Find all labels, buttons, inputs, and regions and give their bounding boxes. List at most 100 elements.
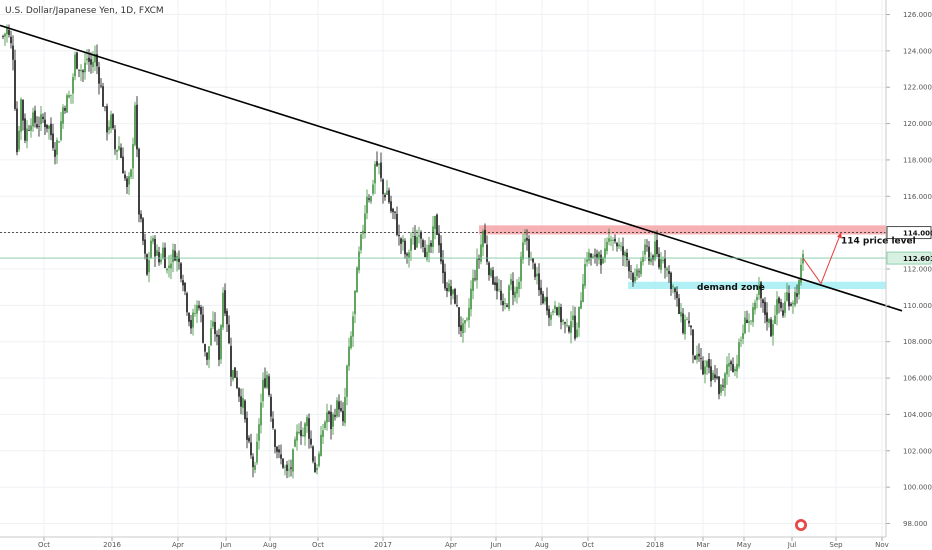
downtrend-line: [0, 24, 903, 312]
candle-body: [768, 319, 770, 324]
candle-body: [416, 236, 418, 248]
candle-body: [568, 326, 570, 332]
candle-body: [116, 149, 118, 152]
projection-arrow: [802, 232, 842, 285]
candle-body: [614, 238, 616, 242]
candle-body: [104, 106, 106, 108]
candle-body: [254, 465, 256, 470]
candle-body: [490, 268, 492, 277]
y-tick-label: 116.000: [903, 193, 932, 201]
candle-body: [90, 59, 92, 65]
candle-body: [308, 418, 310, 439]
candle-body: [332, 414, 334, 427]
candle-body: [260, 402, 262, 426]
candle-body: [130, 169, 132, 177]
candle-body: [192, 312, 194, 328]
candles: [2, 24, 804, 479]
candle-body: [184, 282, 186, 292]
y-tick-label: 124.000: [903, 47, 932, 55]
candle-body: [392, 208, 394, 213]
candle-body: [626, 252, 628, 261]
candle-body: [764, 301, 766, 315]
candle-body: [776, 299, 778, 315]
candle-body: [684, 319, 686, 335]
x-tick-label: May: [737, 541, 751, 549]
candle-body: [738, 342, 740, 367]
candle-body: [714, 374, 716, 379]
candle-body: [282, 458, 284, 468]
candle-body: [718, 376, 720, 395]
candle-body: [68, 95, 70, 98]
candle-body: [374, 163, 376, 184]
candle-body: [142, 218, 144, 241]
candle-body: [210, 328, 212, 346]
x-tick-label: Oct: [38, 541, 50, 549]
x-tick-label: 2017: [374, 541, 392, 549]
candle-body: [222, 292, 224, 328]
candle-body: [670, 272, 672, 289]
candle-body: [188, 313, 190, 322]
candle-body: [546, 296, 548, 311]
candle-body: [328, 411, 330, 415]
candle-body: [30, 125, 32, 131]
candle-body: [8, 29, 10, 35]
chart-title: U.S. Dollar/Japanese Yen, 1D, FXCM: [5, 6, 164, 16]
candle-body: [620, 245, 622, 247]
candle-body: [112, 114, 114, 129]
candle-body: [504, 303, 506, 304]
candle-body: [456, 305, 458, 306]
candle-body: [272, 418, 274, 428]
candle-body: [720, 384, 722, 393]
candle-body: [388, 190, 390, 203]
candle-body: [418, 235, 420, 237]
candle-body: [284, 466, 286, 468]
candle-body: [262, 379, 264, 402]
x-tick-label: Jul: [787, 541, 797, 549]
candle-body: [680, 311, 682, 317]
candle-body: [298, 431, 300, 434]
candle-body: [34, 110, 36, 123]
candle-body: [668, 270, 670, 274]
candle-body: [484, 229, 486, 243]
candle-body: [80, 70, 82, 72]
candle-body: [464, 320, 466, 324]
candle-body: [694, 355, 696, 360]
candle-body: [92, 61, 94, 67]
x-tick-label: Apr: [445, 541, 457, 549]
candle-body: [168, 265, 170, 268]
candle-body: [796, 293, 798, 297]
candle-body: [98, 66, 100, 84]
candle-body: [14, 60, 16, 109]
candle-body: [10, 36, 12, 44]
candle-body: [396, 214, 398, 235]
candle-body: [4, 33, 6, 37]
candle-body: [688, 320, 690, 324]
candle-body: [440, 243, 442, 262]
candle-body: [608, 238, 610, 242]
candle-body: [402, 239, 404, 243]
candle-body: [502, 301, 504, 306]
y-tick-label: 110.000: [903, 302, 932, 310]
candle-body: [742, 333, 744, 339]
candle-body: [74, 54, 76, 77]
candle-body: [350, 336, 352, 348]
candle-body: [736, 363, 738, 372]
candle-body: [324, 421, 326, 429]
candle-body: [712, 372, 714, 380]
candle-body: [372, 184, 374, 194]
candle-body: [686, 319, 688, 321]
candle-body: [606, 241, 608, 252]
candle-body: [66, 95, 68, 113]
candle-body: [798, 280, 800, 295]
candle-body: [220, 325, 222, 360]
candle-body: [386, 190, 388, 195]
candle-body: [244, 400, 246, 420]
candle-body: [676, 291, 678, 298]
candle-body: [114, 129, 116, 150]
candle-body: [218, 334, 220, 360]
candle-body: [404, 240, 406, 255]
candle-body: [26, 128, 28, 142]
candle-body: [510, 279, 512, 285]
